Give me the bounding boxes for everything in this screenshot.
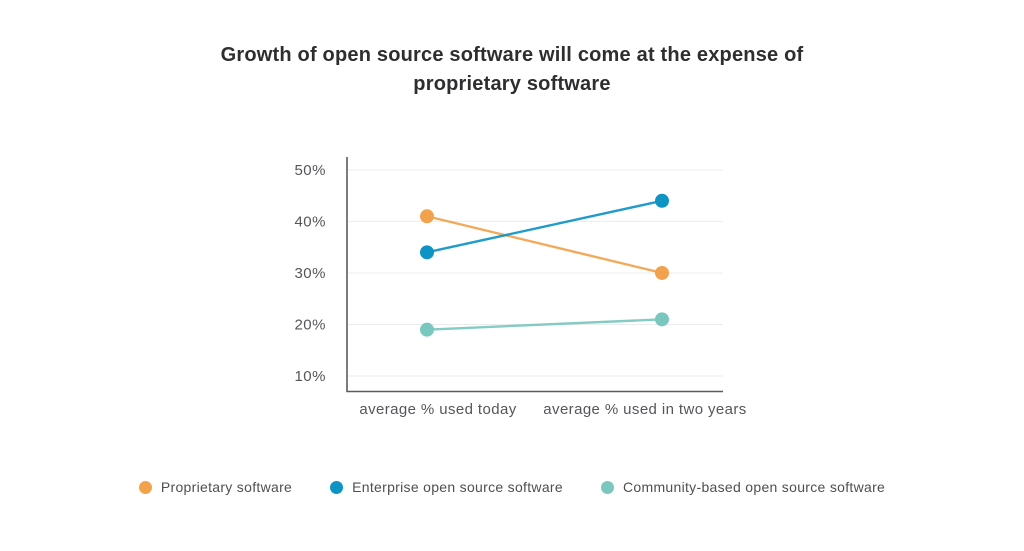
x-axis-label-1: average % used in two years [543,401,746,418]
legend-label-proprietary: Proprietary software [160,479,293,495]
chart-legend: Proprietary software Enterprise open sou… [0,479,1024,495]
x-axis-label-0: average % used today [359,401,516,418]
legend-item-community-open-source: Community-based open source software [600,479,886,495]
axis-lines [346,157,723,393]
y-tick-label-20: 20% [294,317,326,334]
legend-item-enterprise-open-source: Enterprise open source software [330,479,563,495]
y-tick-label-40: 40% [294,213,326,230]
legend-label-enterprise: Enterprise open source software [352,479,563,495]
legend-label-community: Community-based open source software [622,479,886,495]
data-point-s0-c1 [655,265,669,280]
data-point-s0-c0 [420,209,434,224]
chart-title-text: Growth of open source software will come… [220,44,804,95]
series-line-0 [426,215,663,275]
data-point-s2-c0 [420,322,434,337]
legend-dot-community-icon [600,480,614,494]
series-line-2 [426,318,663,331]
y-tick-label-30: 30% [294,265,326,282]
data-point-s2-c1 [655,312,669,327]
legend-dot-enterprise-icon [330,480,344,494]
legend-dot-proprietary-icon [138,480,152,494]
series-line-1 [426,199,663,254]
y-tick-label-50: 50% [294,162,326,179]
legend-item-proprietary-software: Proprietary software [138,479,293,495]
y-tick-label-10: 10% [294,368,326,385]
data-point-s1-c1 [655,193,669,208]
chart-title: Growth of open source software will come… [0,41,1024,99]
data-point-s1-c0 [420,245,434,260]
